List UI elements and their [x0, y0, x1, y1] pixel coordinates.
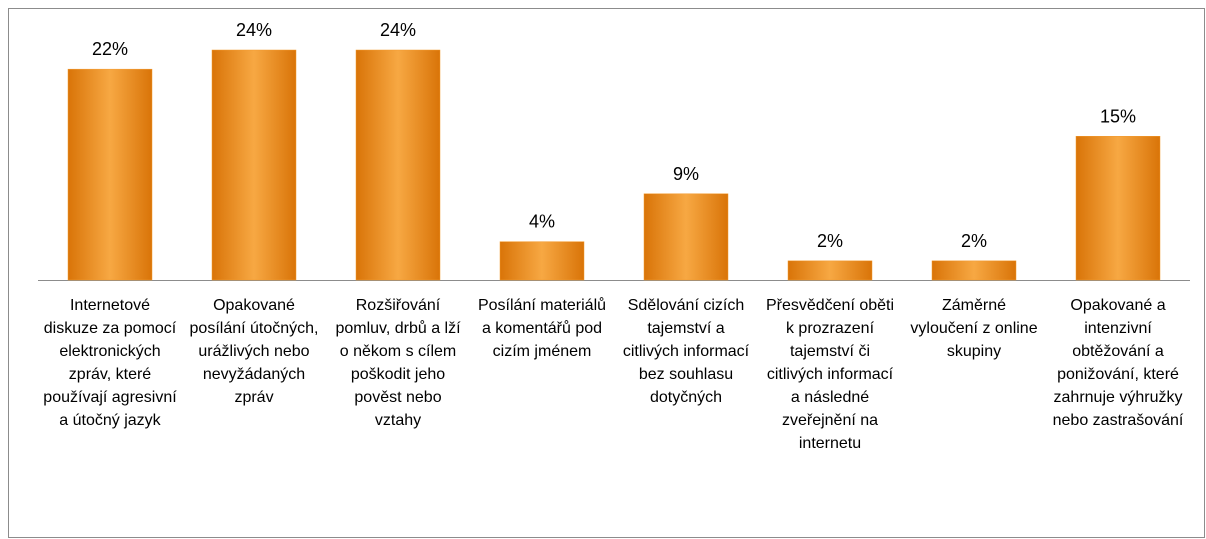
- value-label: 22%: [92, 39, 128, 59]
- value-label: 24%: [236, 20, 272, 40]
- category-label: Opakované a intenzivní obtěžování a poni…: [1052, 297, 1184, 429]
- value-label: 4%: [529, 212, 555, 232]
- category-label: Sdělování cizích tajemství a citlivých i…: [622, 297, 750, 406]
- bar: [355, 49, 441, 281]
- bar: [67, 68, 153, 281]
- bar: [499, 241, 585, 281]
- bar: [643, 193, 729, 281]
- category-label: Přesvědčení oběti k prozrazení tajemství…: [765, 297, 895, 452]
- value-label: 2%: [817, 231, 843, 251]
- category-label: Internetové diskuze za pomocí elektronic…: [43, 297, 177, 429]
- category-label: Záměrné vyloučení z online skupiny: [910, 297, 1038, 360]
- category-label: Opakované posílání útočných, urážlivých …: [189, 297, 319, 406]
- bar: [787, 260, 873, 281]
- bar: [211, 49, 297, 281]
- bar: [931, 260, 1017, 281]
- chart-border: [8, 8, 1205, 538]
- category-label: Rozšiřování pomluv, drbů a lží o někom s…: [335, 297, 461, 429]
- category-label: Posílání materiálů a komentářů pod cizím…: [477, 297, 607, 360]
- value-label: 9%: [673, 164, 699, 184]
- value-label: 15%: [1100, 106, 1136, 126]
- value-label: 24%: [380, 20, 416, 40]
- value-label: 2%: [961, 231, 987, 251]
- bar: [1075, 136, 1161, 281]
